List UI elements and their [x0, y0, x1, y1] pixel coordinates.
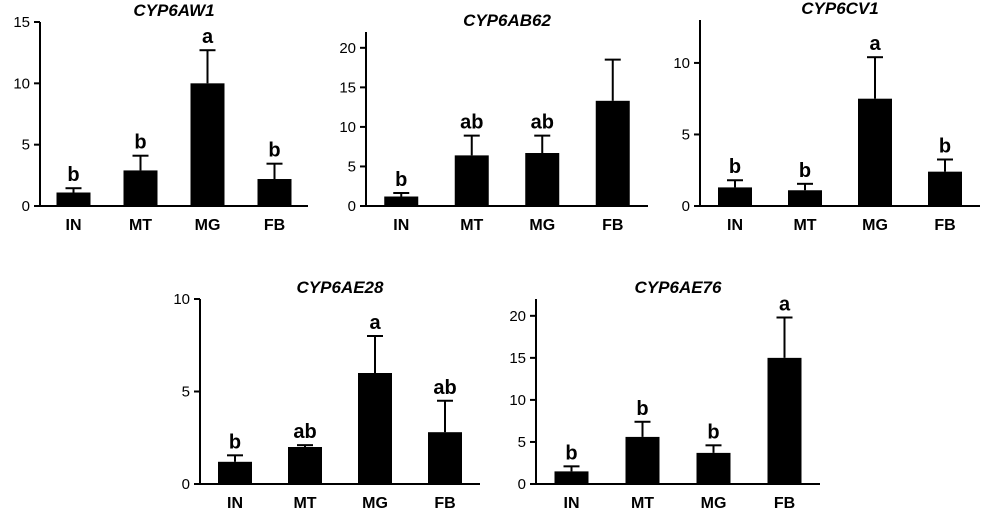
panel-0-ytick-label: 0 [22, 198, 30, 215]
panel-0-xtick-label-IN: IN [66, 217, 82, 234]
panel-0-bar-MT [123, 170, 158, 206]
panel-4-sig-label-MG: b [707, 421, 719, 443]
panel-1-sig-label-MG: ab [531, 112, 554, 134]
panel-0-ytick-label: 5 [22, 137, 30, 154]
panel-0-xtick-label-FB: FB [264, 217, 285, 234]
panel-0-ytick-label: 15 [13, 14, 30, 31]
panel-4-ytick-label: 20 [509, 308, 526, 325]
panel-3-ytick-label: 0 [182, 476, 190, 493]
panel-1-bar-MG [525, 153, 560, 206]
panel-3-bar-MG [358, 373, 392, 484]
panel-2-xtick-label-MG: MG [862, 217, 888, 234]
panel-3-xtick-label-MG: MG [362, 495, 388, 512]
panel-2-ytick-label: 0 [682, 198, 690, 215]
panel-0-sig-label-IN: b [67, 164, 79, 186]
panel-4-ytick-label: 15 [509, 350, 526, 367]
panel-1-xtick-label-MT: MT [460, 217, 483, 234]
panel-0-ytick-label: 10 [13, 75, 30, 92]
panel-3-xtick-label-FB: FB [434, 495, 455, 512]
panel-3-sig-label-IN: b [229, 431, 241, 453]
panel-3-title: CYP6AE28 [297, 278, 384, 297]
panel-1-ytick-label: 0 [348, 198, 356, 215]
panel-3-bar-FB [428, 432, 462, 484]
panel-2-bar-FB [928, 171, 962, 206]
panel-3-bar-IN [218, 461, 252, 484]
panel-1-ytick-label: 15 [339, 79, 356, 96]
panel-1-xtick-label-MG: MG [529, 217, 555, 234]
panel-0-sig-label-MG: a [202, 26, 214, 48]
panel-3-ytick-label: 10 [173, 291, 190, 308]
panel-2-ytick-label: 10 [673, 55, 690, 72]
panel-1-ytick-label: 5 [348, 158, 356, 175]
panel-1-bar-IN [384, 196, 419, 206]
panel-4-xtick-label-IN: IN [564, 495, 580, 512]
panel-1-xtick-label-IN: IN [393, 217, 409, 234]
panel-0-sig-label-FB: b [268, 140, 280, 162]
panel-1-bar-MT [454, 155, 489, 206]
panel-2-sig-label-FB: b [939, 136, 951, 158]
panel-1-ytick-label: 10 [339, 119, 356, 136]
panel-2-sig-label-MG: a [869, 33, 881, 55]
panel-4-title: CYP6AE76 [635, 278, 722, 297]
panel-4-bar-IN [554, 471, 589, 484]
panel-3-xtick-label-MT: MT [293, 495, 316, 512]
panel-0-xtick-label-MG: MG [195, 217, 221, 234]
panel-0-sig-label-MT: b [134, 132, 146, 154]
panel-2-bar-MT [788, 190, 822, 206]
panel-1-title: CYP6AB62 [463, 11, 551, 30]
panel-4-bar-FB [767, 357, 802, 484]
panel-1-ytick-label: 20 [339, 40, 356, 57]
panel-3-sig-label-MT: ab [293, 421, 316, 443]
panel-4-sig-label-IN: b [565, 442, 577, 464]
panel-3-bar-MT [288, 447, 322, 484]
panel-2-bar-MG [858, 98, 892, 206]
panel-1-sig-label-IN: b [395, 169, 407, 191]
panel-2-ytick-label: 5 [682, 126, 690, 143]
panel-1-sig-label-MT: ab [460, 112, 483, 134]
panel-0-bar-IN [56, 192, 91, 206]
panel-2-sig-label-IN: b [729, 156, 741, 178]
panel-0-title: CYP6AW1 [133, 1, 214, 20]
panel-0-xtick-label-MT: MT [129, 217, 152, 234]
panel-2-bar-IN [718, 187, 752, 206]
panel-3-sig-label-FB: ab [433, 377, 456, 399]
panel-1-bar-FB [595, 100, 630, 206]
panel-4-xtick-label-FB: FB [774, 495, 795, 512]
panel-2-sig-label-MT: b [799, 160, 811, 182]
panel-4-xtick-label-MT: MT [631, 495, 654, 512]
panel-2-title: CYP6CV1 [801, 0, 878, 18]
panel-3-sig-label-MG: a [369, 312, 381, 334]
panel-4-ytick-label: 0 [518, 476, 526, 493]
panel-0-bar-FB [257, 179, 292, 206]
panel-4-sig-label-FB: a [779, 294, 791, 316]
panel-4-ytick-label: 5 [518, 434, 526, 451]
panel-2-xtick-label-MT: MT [793, 217, 816, 234]
panel-3-ytick-label: 5 [182, 384, 190, 401]
panel-4-sig-label-MT: b [636, 398, 648, 420]
panel-0-bar-MG [190, 83, 225, 206]
panel-3-xtick-label-IN: IN [227, 495, 243, 512]
panel-4-bar-MG [696, 452, 731, 484]
panel-1-xtick-label-FB: FB [602, 217, 623, 234]
panel-4-ytick-label: 10 [509, 392, 526, 409]
panel-4-xtick-label-MG: MG [701, 495, 727, 512]
panel-2-xtick-label-IN: IN [727, 217, 743, 234]
panel-4-bar-MT [625, 436, 660, 484]
panel-2-xtick-label-FB: FB [934, 217, 955, 234]
